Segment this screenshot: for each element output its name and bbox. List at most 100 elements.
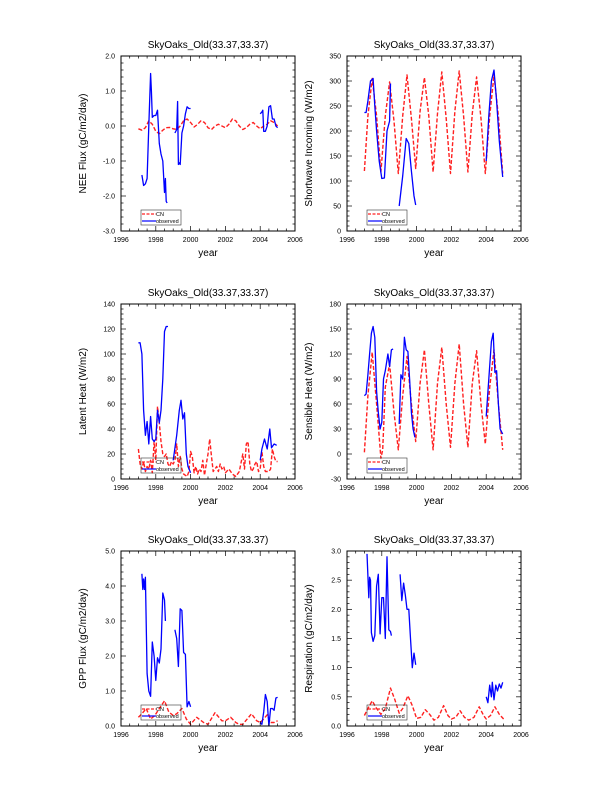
legend-box xyxy=(140,704,182,721)
x-tick-label: 2002 xyxy=(444,732,460,739)
y-tick-label: 100 xyxy=(103,352,115,359)
x-tick-label: 1996 xyxy=(113,237,129,244)
series-line-observed xyxy=(485,69,504,178)
legend-label-observed: observed xyxy=(382,219,405,225)
y-axis-label: Sensible Heat (W/m2) xyxy=(304,343,315,441)
series-line-cn xyxy=(137,405,278,478)
x-tick-label: 2000 xyxy=(183,237,199,244)
chart-panel-4: SkyOaks_Old(33.37,33.37) 1996 1998 2000 2002… xyxy=(304,288,529,507)
x-axis-label: year xyxy=(198,248,218,259)
chart-panel-6: SkyOaks_Old(33.37,33.37) 1996 1998 2000 2002… xyxy=(304,535,529,754)
y-axis-label: NEE Flux (gC/m2/day) xyxy=(78,93,89,193)
y-tick-label: 140 xyxy=(103,302,115,309)
y-tick-label: 2.5 xyxy=(331,578,341,585)
x-tick-label: 2000 xyxy=(409,237,425,244)
series-line-observed xyxy=(364,77,392,180)
series-line-observed xyxy=(398,137,417,207)
y-tick-label: 180 xyxy=(329,302,341,309)
y-axis-label: Latent Heat (W/m2) xyxy=(78,348,89,435)
legend-label-cn: CN xyxy=(382,212,390,218)
x-tick-label: 1996 xyxy=(339,237,355,244)
series-group xyxy=(363,325,504,459)
series-line-observed xyxy=(259,693,278,726)
x-tick-label: 2004 xyxy=(478,485,494,492)
x-axis-label: year xyxy=(424,743,444,754)
x-tick-label: 2002 xyxy=(444,237,460,244)
series-line-cn xyxy=(138,118,279,135)
x-tick-label: 1998 xyxy=(374,485,390,492)
y-tick-label: 40 xyxy=(107,427,115,434)
series-group xyxy=(137,573,278,726)
x-axis-label: year xyxy=(424,496,444,507)
y-tick-label: 120 xyxy=(329,352,341,359)
x-tick-label: 2004 xyxy=(252,485,268,492)
y-tick-label: 0.0 xyxy=(331,724,341,731)
y-tick-label: 0.5 xyxy=(331,694,341,701)
x-tick-label: 1998 xyxy=(374,732,390,739)
y-tick-label: 0.0 xyxy=(105,724,115,731)
y-tick-label: 80 xyxy=(107,377,115,384)
legend-label-observed: observed xyxy=(382,467,405,473)
legend-box xyxy=(366,704,408,721)
chart-panel-3: SkyOaks_Old(33.37,33.37)1996 1998 2000 2002… xyxy=(78,288,303,507)
y-tick-label: -1.0 xyxy=(103,159,115,166)
legend-label-cn: CN xyxy=(382,460,390,466)
x-tick-label: 1998 xyxy=(148,485,164,492)
chart-title: SkyOaks_Old(33.37,33.37) xyxy=(374,288,495,299)
x-tick-label: 1998 xyxy=(148,237,164,244)
y-tick-label: 0 xyxy=(337,452,341,459)
y-tick-label: 1.0 xyxy=(105,689,115,696)
y-tick-label: 3.0 xyxy=(105,619,115,626)
series-line-observed xyxy=(259,428,277,461)
y-tick-label: 60 xyxy=(333,402,341,409)
x-tick-label: 2006 xyxy=(513,237,529,244)
y-tick-label: 200 xyxy=(329,129,341,136)
x-tick-label: 2004 xyxy=(252,732,268,739)
x-tick-label: 2002 xyxy=(218,237,234,244)
y-tick-label: 1.0 xyxy=(331,665,341,672)
y-tick-label: 30 xyxy=(333,427,341,434)
y-tick-label: 2.0 xyxy=(331,607,341,614)
y-tick-label: 100 xyxy=(329,179,341,186)
y-tick-label: 3.0 xyxy=(331,549,341,556)
x-tick-label: 1996 xyxy=(339,732,355,739)
legend-label-cn: CN xyxy=(156,707,164,713)
series-line-observed xyxy=(138,325,168,445)
series-line-observed xyxy=(141,72,168,204)
series-line-observed xyxy=(141,573,167,697)
chart-title: SkyOaks_Old(33.37,33.37) xyxy=(374,40,495,51)
y-tick-label: 350 xyxy=(329,54,341,61)
x-tick-label: 2000 xyxy=(183,485,199,492)
chart-title: SkyOaks_Old(33.37,33.37) xyxy=(148,535,269,546)
y-tick-label: 2.0 xyxy=(105,54,115,61)
legend-box xyxy=(366,209,408,226)
series-line-cn xyxy=(363,343,504,459)
chart-title: SkyOaks_Old(33.37,33.37) xyxy=(148,288,269,299)
legend-box xyxy=(366,457,408,474)
legend-box xyxy=(140,457,182,474)
series-line-observed xyxy=(398,336,416,438)
series-group xyxy=(363,553,505,721)
x-tick-label: 2004 xyxy=(252,237,268,244)
x-tick-label: 2004 xyxy=(478,237,494,244)
x-axis-label: year xyxy=(198,743,218,754)
series-group xyxy=(137,325,278,478)
series-line-observed xyxy=(485,681,504,704)
series-line-cn xyxy=(363,70,504,175)
y-tick-label: 0.0 xyxy=(105,124,115,131)
y-tick-label: 1.5 xyxy=(331,636,341,643)
y-tick-label: 0 xyxy=(337,229,341,236)
series-line-observed xyxy=(174,608,192,708)
x-axis-label: year xyxy=(198,496,218,507)
y-tick-label: 150 xyxy=(329,327,341,334)
y-tick-label: 300 xyxy=(329,79,341,86)
x-tick-label: 2002 xyxy=(218,732,234,739)
y-tick-label: 150 xyxy=(329,154,341,161)
series-line-observed xyxy=(259,105,279,132)
x-tick-label: 2006 xyxy=(287,485,303,492)
y-tick-label: 2.0 xyxy=(105,654,115,661)
